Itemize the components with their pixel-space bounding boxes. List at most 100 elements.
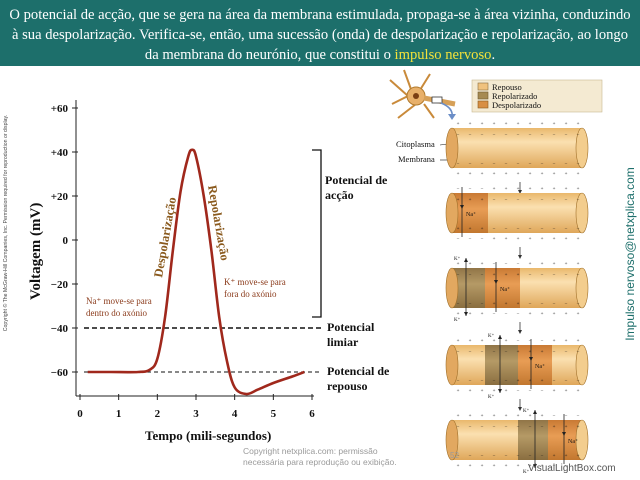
charge-outer: + xyxy=(577,262,580,267)
axon-end xyxy=(575,192,589,234)
legend-repolarized: Repolarizado xyxy=(492,91,537,101)
charge-outer: − xyxy=(553,464,556,469)
charge-inner: − xyxy=(481,133,484,138)
charge-outer: + xyxy=(469,312,472,317)
charge-inner: + xyxy=(493,302,496,307)
x-axis-label: Tempo (mili-segundos) xyxy=(145,428,271,443)
charge-inner: + xyxy=(517,379,520,384)
charge-inner: − xyxy=(565,133,568,138)
charge-outer: + xyxy=(565,262,568,267)
charge-outer: + xyxy=(577,172,580,177)
charge-outer: + xyxy=(553,122,556,127)
charge-outer: + xyxy=(541,312,544,317)
k-label: K⁺ xyxy=(454,317,461,323)
charge-outer: + xyxy=(553,237,556,242)
charge-inner: + xyxy=(565,425,568,430)
charge-outer: + xyxy=(481,262,484,267)
charge-outer: + xyxy=(577,122,580,127)
charge-inner: − xyxy=(505,162,508,167)
charge-inner: − xyxy=(541,302,544,307)
charge-inner: − xyxy=(565,379,568,384)
charge-inner: − xyxy=(517,162,520,167)
charge-outer: + xyxy=(529,172,532,177)
charge-inner: − xyxy=(493,162,496,167)
charge-outer: + xyxy=(577,389,580,394)
charge-inner: − xyxy=(577,133,580,138)
depolarized-zone xyxy=(485,268,520,308)
charge-inner: − xyxy=(469,162,472,167)
charge-outer: − xyxy=(493,312,496,317)
axon-end xyxy=(445,419,459,461)
k-label: K⁺ xyxy=(488,394,495,400)
charge-outer: + xyxy=(553,389,556,394)
charge-outer: + xyxy=(493,172,496,177)
charge-outer: + xyxy=(553,172,556,177)
charge-inner: − xyxy=(529,454,532,459)
charge-outer: + xyxy=(457,414,460,419)
y-tick-label: −20 xyxy=(51,279,69,291)
header-banner: O potencial de acção, que se gera na áre… xyxy=(0,0,640,66)
charge-inner: − xyxy=(565,302,568,307)
charge-outer: − xyxy=(577,464,580,469)
charge-outer: + xyxy=(541,172,544,177)
charge-inner: − xyxy=(577,350,580,355)
charge-outer: + xyxy=(457,464,460,469)
legend-rest: Repouso xyxy=(492,82,522,92)
charge-outer: + xyxy=(469,464,472,469)
charge-inner: − xyxy=(553,273,556,278)
charge-inner: + xyxy=(505,302,508,307)
charge-inner: − xyxy=(553,227,556,232)
charge-outer: + xyxy=(565,187,568,192)
charge-inner: − xyxy=(493,133,496,138)
charge-outer: + xyxy=(481,122,484,127)
charge-inner: − xyxy=(481,454,484,459)
charge-outer: + xyxy=(553,262,556,267)
charge-outer: + xyxy=(577,237,580,242)
charge-inner: − xyxy=(469,302,472,307)
charge-outer: + xyxy=(541,464,544,469)
charge-outer: + xyxy=(493,187,496,192)
charge-inner: − xyxy=(529,227,532,232)
charge-outer: − xyxy=(565,414,568,419)
charge-outer: + xyxy=(469,172,472,177)
charge-inner: − xyxy=(505,133,508,138)
charge-inner: − xyxy=(577,379,580,384)
charge-outer: + xyxy=(517,122,520,127)
charge-outer: + xyxy=(505,237,508,242)
charge-inner: − xyxy=(517,133,520,138)
charge-outer: − xyxy=(541,389,544,394)
axon-end xyxy=(445,267,459,309)
na-label: Na⁺ xyxy=(568,438,578,445)
na-label: Na⁺ xyxy=(466,211,476,218)
charge-outer: + xyxy=(565,237,568,242)
charge-inner: − xyxy=(457,379,460,384)
charge-inner: − xyxy=(469,379,472,384)
charge-inner: − xyxy=(457,273,460,278)
charge-outer: + xyxy=(541,187,544,192)
charge-outer: − xyxy=(469,237,472,242)
charge-outer: + xyxy=(565,339,568,344)
charge-outer: + xyxy=(469,389,472,394)
charge-inner: − xyxy=(577,162,580,167)
charge-inner: − xyxy=(469,273,472,278)
y-axis-label: Voltagem (mV) xyxy=(28,203,44,300)
charge-inner: − xyxy=(469,454,472,459)
charge-outer: + xyxy=(541,237,544,242)
charge-inner: − xyxy=(517,454,520,459)
charge-inner: + xyxy=(529,379,532,384)
charge-outer: − xyxy=(541,339,544,344)
charge-inner: + xyxy=(481,227,484,232)
charge-outer: + xyxy=(481,389,484,394)
charge-outer: + xyxy=(481,312,484,317)
charge-outer: + xyxy=(469,414,472,419)
charge-outer: − xyxy=(517,339,520,344)
charge-outer: − xyxy=(493,262,496,267)
banner-end: . xyxy=(491,47,496,63)
x-tick-label: 1 xyxy=(116,408,122,420)
charge-outer: + xyxy=(565,389,568,394)
charge-inner: − xyxy=(469,133,472,138)
x-tick-label: 6 xyxy=(309,408,315,420)
charge-inner: − xyxy=(457,350,460,355)
charge-outer: + xyxy=(553,339,556,344)
